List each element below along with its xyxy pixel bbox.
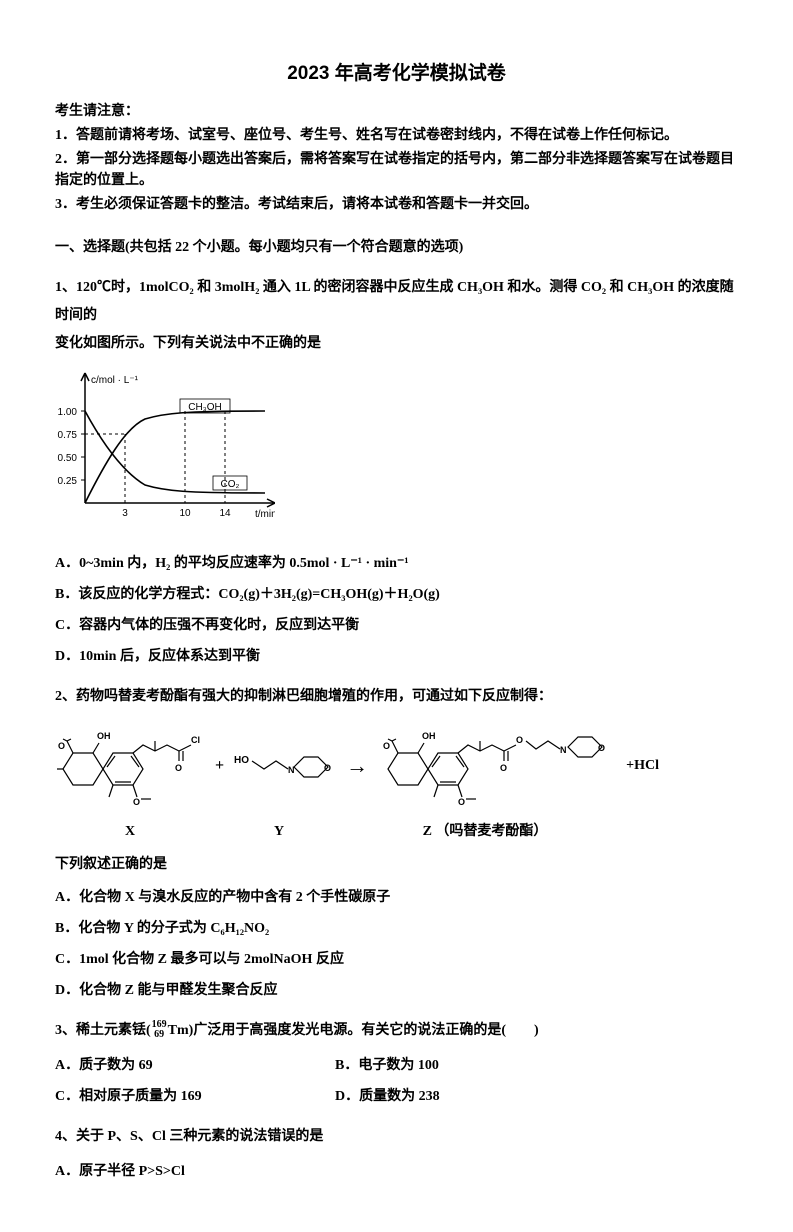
q2-tail: +HCl — [626, 755, 659, 776]
q3-options-row1: A．质子数为 69 B．电子数为 100 — [55, 1055, 738, 1076]
svg-text:0.50: 0.50 — [58, 453, 78, 464]
svg-text:O: O — [133, 797, 140, 807]
svg-text:t/min: t/min — [255, 509, 275, 520]
q2-labels: X Y Z （吗替麦考酚酯） — [55, 821, 738, 842]
plus-icon: + — [211, 754, 228, 778]
svg-text:CH₃OH: CH₃OH — [188, 402, 222, 413]
q3-stem-pre: 3、稀土元素铥( — [55, 1023, 151, 1038]
svg-text:O: O — [500, 763, 507, 773]
instruction-line: 3．考生必须保证答题卡的整洁。考试结束后，请将本试卷和答题卡一并交回。 — [55, 194, 738, 215]
instruction-line: 2．第一部分选择题每小题选出答案后，需将答案写在试卷指定的括号内，第二部分非选择… — [55, 149, 738, 191]
q3-stem-post: )广泛用于高强度发光电源。有关它的说法正确的是( ) — [189, 1023, 539, 1038]
svg-text:0.75: 0.75 — [58, 430, 78, 441]
q2-option-a: A．化合物 X 与溴水反应的产物中含有 2 个手性碳原子 — [55, 887, 738, 908]
q2-label-y: Y — [229, 821, 329, 842]
svg-text:c/mol · L⁻¹: c/mol · L⁻¹ — [91, 375, 139, 386]
q1-option-b: B．该反应的化学方程式：CO₂(g)＋3H₂(g)=CH₃OH(g)＋H₂O(g… — [55, 584, 738, 605]
q2-option-d: D．化合物 Z 能与甲醛发生聚合反应 — [55, 980, 738, 1001]
instruction-line: 1．答题前请将考场、试室号、座位号、考生号、姓名写在试卷密封线内，不得在试卷上作… — [55, 125, 738, 146]
svg-text:O: O — [383, 741, 390, 751]
svg-text:OH: OH — [97, 731, 111, 741]
arrow-icon: → — [340, 749, 374, 782]
svg-text:3: 3 — [122, 508, 128, 519]
svg-text:1.00: 1.00 — [58, 407, 78, 418]
q3-symbol: Tm — [168, 1023, 189, 1038]
molecule-z-icon: O OH O O O N O — [380, 723, 620, 809]
q3-option-b: B．电子数为 100 — [335, 1055, 439, 1076]
svg-text:10: 10 — [179, 508, 191, 519]
svg-text:O: O — [175, 763, 182, 773]
q1-option-c: C．容器内气体的压强不再变化时，反应到达平衡 — [55, 615, 738, 636]
svg-text:O: O — [458, 797, 465, 807]
q1-stem: 1、120℃时，1molCO₂ 和 3molH₂ 通入 1L 的密闭容器中反应生… — [55, 274, 738, 358]
svg-text:OH: OH — [422, 731, 436, 741]
svg-text:O: O — [598, 743, 605, 753]
q1-option-a: A．0~3min 内，H₂ 的平均反应速率为 0.5mol · L⁻¹ · mi… — [55, 553, 738, 574]
svg-text:O: O — [516, 735, 523, 745]
molecule-y-icon: HO N O — [234, 741, 334, 791]
q3-option-d: D．质量数为 238 — [335, 1086, 440, 1107]
q2-option-b: B．化合物 Y 的分子式为 C₆H₁₂NO₂ — [55, 918, 738, 939]
q3-stem: 3、稀土元素铥(16969Tm)广泛用于高强度发光电源。有关它的说法正确的是( … — [55, 1017, 738, 1045]
q2-label-x: X — [55, 821, 205, 842]
q1-chart: 1.00 0.75 0.50 0.25 3 10 14 CH₃OH CO₂ — [55, 368, 738, 535]
svg-text:14: 14 — [219, 508, 231, 519]
molecule-x-icon: O OH O O Cl — [55, 723, 205, 809]
svg-text:N: N — [560, 745, 567, 755]
q3-option-a: A．质子数为 69 — [55, 1055, 335, 1076]
q1-stem-line1: 1、120℃时，1molCO₂ 和 3molH₂ 通入 1L 的密闭容器中反应生… — [55, 280, 734, 323]
q3-option-c: C．相对原子质量为 169 — [55, 1086, 335, 1107]
q2-option-c: C．1mol 化合物 Z 最多可以与 2molNaOH 反应 — [55, 949, 738, 970]
q1-stem-line2: 变化如图所示。下列有关说法中不正确的是 — [55, 336, 321, 351]
q4-option-a: A．原子半径 P>S>Cl — [55, 1161, 738, 1182]
svg-text:HO: HO — [234, 755, 249, 766]
q2-stem2: 下列叙述正确的是 — [55, 854, 738, 875]
svg-text:CO₂: CO₂ — [221, 479, 240, 490]
svg-text:N: N — [288, 765, 295, 775]
q2-reaction-scheme: O OH O O Cl + HO N O → — [55, 723, 738, 809]
svg-text:Cl: Cl — [191, 735, 200, 745]
q3-options-row2: C．相对原子质量为 169 D．质量数为 238 — [55, 1086, 738, 1107]
svg-text:O: O — [58, 741, 65, 751]
q4-stem: 4、关于 P、S、Cl 三种元素的说法错误的是 — [55, 1123, 738, 1151]
svg-text:0.25: 0.25 — [58, 476, 78, 487]
svg-text:O: O — [324, 763, 331, 773]
page-title: 2023 年高考化学模拟试卷 — [55, 60, 738, 89]
q2-label-z: Z （吗替麦考酚酯） — [365, 821, 605, 842]
q2-stem: 2、药物吗替麦考酚酯有强大的抑制淋巴细胞增殖的作用，可通过如下反应制得： — [55, 683, 738, 711]
instructions-header: 考生请注意： — [55, 101, 738, 122]
q1-option-d: D．10min 后，反应体系达到平衡 — [55, 646, 738, 667]
section-header: 一、选择题(共包括 22 个小题。每小题均只有一个符合题意的选项) — [55, 237, 738, 258]
isotope-notation: 16969 — [152, 1020, 167, 1040]
